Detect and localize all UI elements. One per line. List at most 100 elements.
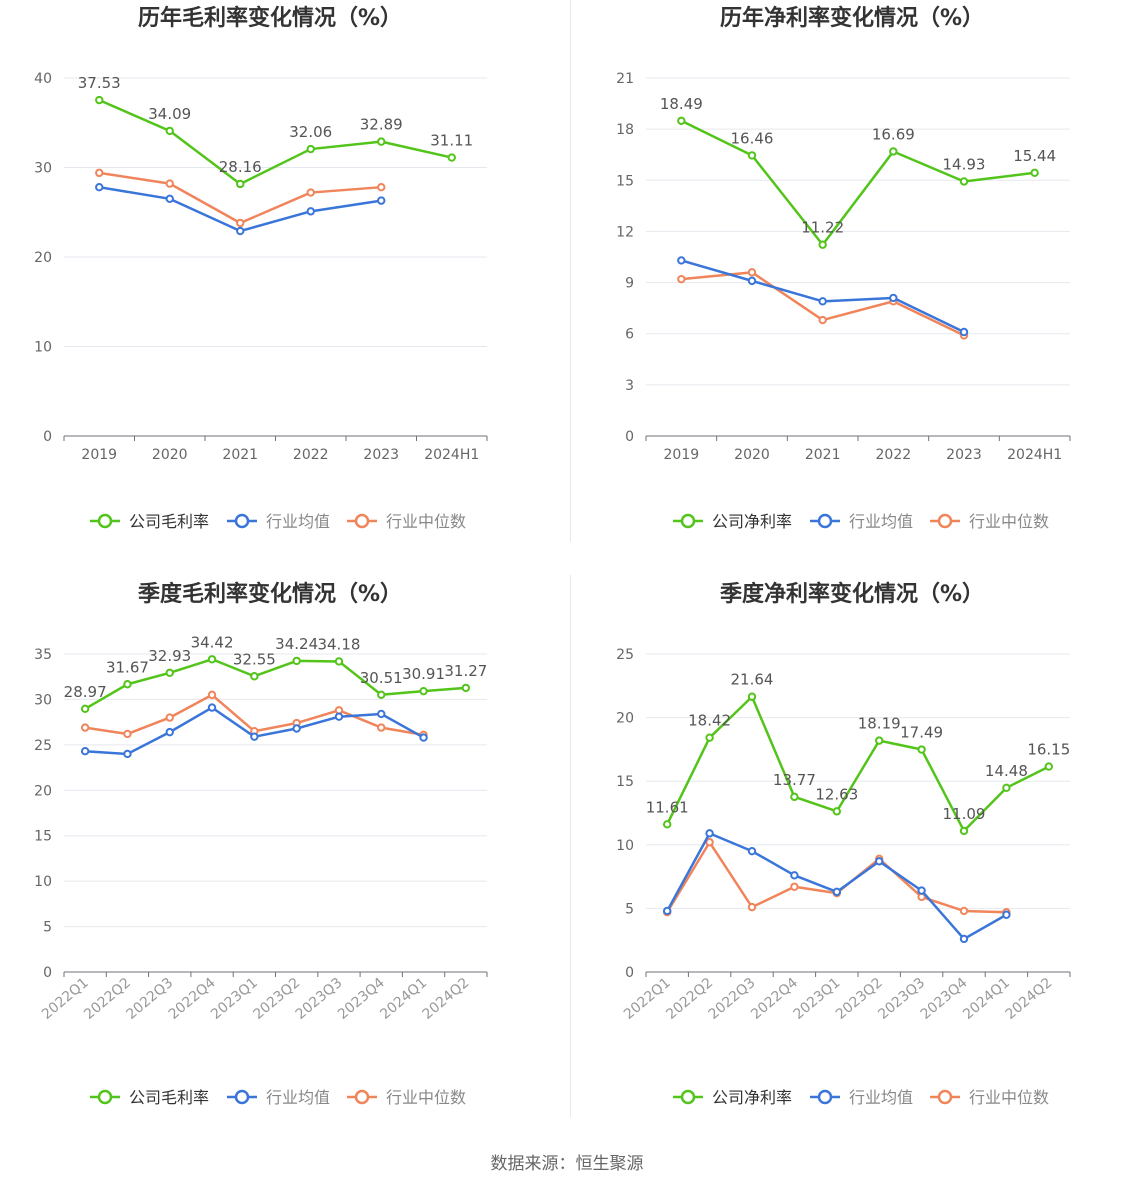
data-point	[959, 327, 969, 337]
data-point	[705, 838, 714, 847]
legend-item-2[interactable]: 行业均值	[810, 1088, 913, 1107]
chart-panel-2: 历年净利率变化情况（%） 0 3 6 9 12 15 18 21 2019 2020 2021 2022…	[616, 5, 1071, 531]
y-tick-label: 40	[34, 71, 52, 87]
data-point	[818, 315, 827, 325]
legend-label: 行业中位数	[386, 1088, 466, 1107]
data-point	[95, 182, 104, 192]
x-tick-label: 2023Q3	[875, 975, 928, 1023]
data-point	[165, 713, 174, 722]
chart-panel-1: 历年毛利率变化情况（%） 0 10 20 30 40 2019 2020 2021 2022 202…	[34, 5, 488, 531]
data-label: 37.53	[78, 74, 121, 92]
y-tick-label: 30	[34, 161, 52, 177]
data-point	[959, 906, 969, 916]
x-tick-label: 2024Q1	[960, 975, 1013, 1023]
vertical-divider-bottom	[570, 575, 571, 1117]
data-point	[959, 177, 969, 186]
data-label: 32.89	[360, 116, 403, 134]
y-tick-label: 0	[625, 429, 634, 445]
x-tick-label: 2023Q1	[791, 975, 844, 1023]
legend-item-1[interactable]: 公司净利率	[673, 1088, 792, 1107]
data-point	[165, 179, 174, 188]
data-point	[377, 690, 386, 699]
data-point	[747, 692, 757, 701]
data-point	[250, 732, 259, 741]
y-tick-label: 3	[625, 378, 634, 394]
y-tick-label: 5	[625, 901, 634, 917]
y-tick-label: 18	[616, 122, 634, 138]
x-tick-label: 2022	[293, 447, 329, 463]
data-label: 18.19	[858, 715, 901, 733]
legend-item-2[interactable]: 行业均值	[227, 512, 330, 531]
legend-label: 行业均值	[266, 1088, 330, 1107]
data-label: 30.91	[402, 665, 445, 683]
legend-item-2[interactable]: 行业均值	[810, 512, 913, 531]
data-point	[165, 126, 174, 136]
legend-marker	[234, 1089, 250, 1105]
data-label: 11.61	[646, 798, 689, 816]
data-point	[875, 857, 884, 866]
x-tick-label: 2019	[664, 447, 700, 463]
series-line-3	[666, 841, 1007, 914]
y-tick-label: 10	[34, 874, 52, 890]
data-point	[917, 745, 926, 754]
data-label: 17.49	[900, 724, 943, 742]
data-point	[334, 712, 344, 721]
data-point	[165, 668, 174, 678]
y-tick-label: 25	[34, 738, 52, 754]
data-label: 14.48	[985, 762, 1028, 780]
data-point	[790, 882, 799, 891]
legend-item-3[interactable]: 行业中位数	[930, 1088, 1049, 1107]
data-point	[461, 683, 471, 693]
data-point	[790, 792, 799, 802]
data-point	[250, 672, 259, 681]
legend-marker	[937, 513, 953, 529]
data-label: 16.69	[872, 125, 915, 143]
data-label: 34.18	[317, 635, 360, 653]
data-label: 30.51	[360, 669, 403, 687]
data-point	[207, 690, 217, 700]
data-label: 14.93	[943, 155, 986, 173]
legend-item-1[interactable]: 公司净利率	[673, 512, 792, 531]
data-point	[377, 723, 386, 732]
data-point	[377, 709, 386, 719]
data-point	[165, 194, 174, 204]
y-tick-label: 12	[616, 224, 634, 240]
data-point	[306, 188, 315, 197]
data-label: 34.24	[275, 635, 318, 653]
data-source-footer: 数据来源：恒生聚源	[490, 1154, 644, 1174]
data-point	[747, 276, 757, 286]
y-tick-label: 10	[616, 838, 634, 854]
data-label: 13.77	[773, 771, 816, 789]
legend-label: 行业中位数	[969, 1088, 1049, 1107]
data-label: 11.09	[943, 805, 986, 823]
legend-marker	[817, 1089, 833, 1105]
legend-marker	[354, 1089, 370, 1105]
legend-item-1[interactable]: 公司毛利率	[90, 512, 209, 531]
legend-item-2[interactable]: 行业均值	[227, 1088, 330, 1107]
data-label: 34.09	[148, 105, 191, 123]
y-tick-label: 0	[43, 965, 52, 981]
legend-label: 公司毛利率	[129, 1088, 209, 1107]
data-point	[1002, 783, 1011, 793]
y-tick-label: 30	[34, 692, 52, 708]
legend-item-3[interactable]: 行业中位数	[347, 512, 466, 531]
data-point	[747, 846, 757, 856]
data-point	[419, 733, 428, 742]
legend-item-3[interactable]: 行业中位数	[347, 1088, 466, 1107]
data-label: 31.27	[444, 662, 487, 680]
data-point	[889, 147, 898, 156]
legend-item-3[interactable]: 行业中位数	[930, 512, 1049, 531]
data-point	[747, 151, 757, 160]
x-tick-label: 2024Q2	[420, 975, 473, 1023]
x-tick-label: 2022Q3	[123, 975, 176, 1023]
chart-title: 历年毛利率变化情况（%）	[138, 5, 402, 31]
legend-marker	[234, 513, 250, 529]
y-tick-label: 6	[625, 327, 634, 343]
legend-label: 行业均值	[849, 1088, 913, 1107]
legend-item-1[interactable]: 公司毛利率	[90, 1088, 209, 1107]
y-tick-label: 25	[616, 647, 634, 663]
data-point	[663, 820, 672, 829]
data-point	[95, 95, 104, 105]
x-tick-label: 2021	[805, 447, 841, 463]
x-tick-label: 2024Q2	[1003, 975, 1056, 1023]
